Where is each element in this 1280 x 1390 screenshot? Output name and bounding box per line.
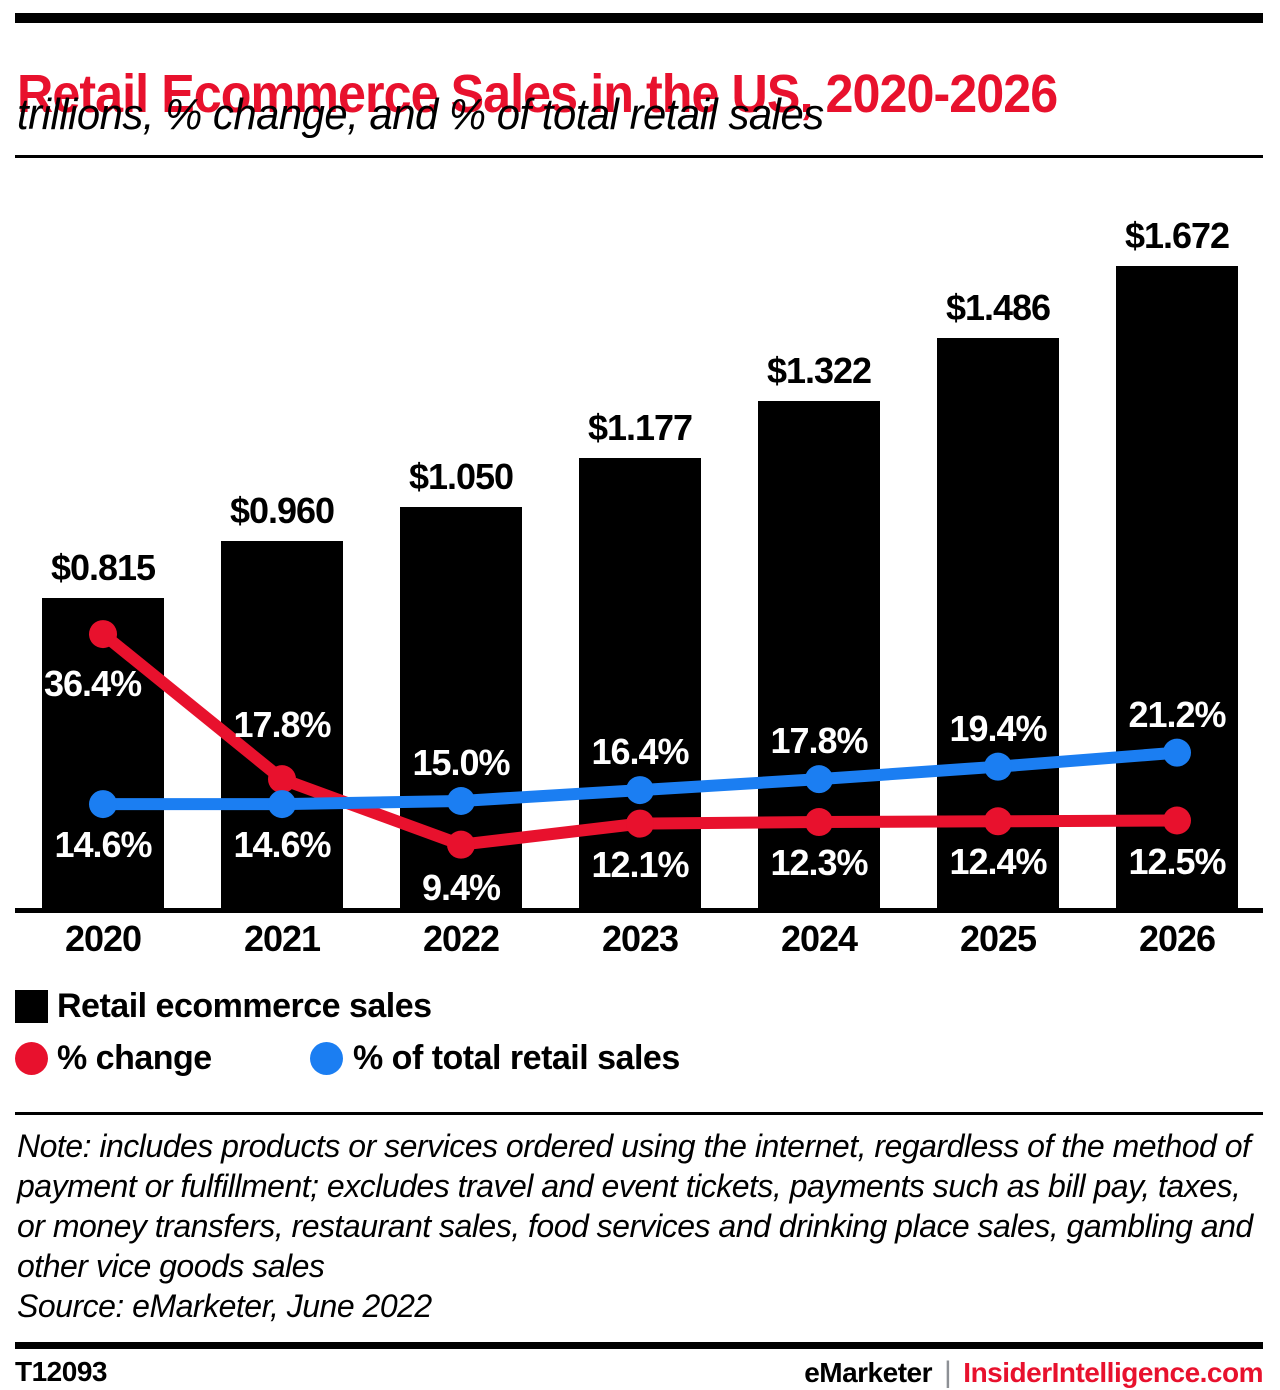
- bar-value-label: $1.486: [945, 287, 1051, 328]
- source-text: Source: eMarketer, June 2022: [17, 1288, 432, 1324]
- brand-emarketer: eMarketer: [804, 1357, 932, 1388]
- legend-label-bars: Retail ecommerce sales: [57, 987, 432, 1025]
- brand-divider: |: [944, 1356, 952, 1389]
- bar-2022: [400, 507, 522, 913]
- bar-value-label: $1.672: [1124, 215, 1230, 256]
- note-divider: [15, 1112, 1263, 1115]
- brand-footer: eMarketer | InsiderIntelligence.com: [804, 1356, 1263, 1390]
- x-axis-label-2025: 2025: [959, 918, 1037, 959]
- bar-2025: [937, 338, 1059, 913]
- line-value-label: 12.1%: [591, 843, 689, 885]
- line-value-label: 17.8%: [233, 704, 331, 746]
- x-axis-label-2024: 2024: [780, 918, 858, 959]
- line-value-label: 19.4%: [949, 707, 1047, 749]
- note-text: Note: includes products or services orde…: [17, 1128, 1253, 1284]
- line-value-label: 9.4%: [421, 866, 501, 908]
- top-accent-bar: [15, 13, 1263, 23]
- legend-label-pct-change: % change: [57, 1039, 212, 1077]
- x-axis-label-2022: 2022: [422, 918, 500, 959]
- line-value-label: 17.8%: [770, 720, 868, 762]
- bar-value-label: $1.177: [587, 407, 693, 448]
- brand-insiderintelligence: InsiderIntelligence.com: [963, 1357, 1263, 1388]
- line-value-label: 14.6%: [54, 824, 152, 866]
- line-value-label: 15.0%: [412, 742, 510, 783]
- x-axis-label-2020: 2020: [64, 918, 142, 959]
- line-value-label: 12.5%: [1128, 840, 1226, 882]
- line-value-label: 14.6%: [233, 824, 331, 866]
- note-block: Note: includes products or services orde…: [17, 1126, 1262, 1326]
- legend-label-pct-total: % of total retail sales: [353, 1039, 680, 1077]
- page-subtitle: trillions, % change, and % of total reta…: [17, 90, 824, 139]
- x-axis-label-2026: 2026: [1138, 918, 1216, 959]
- bottom-accent-bar: [15, 1342, 1263, 1349]
- legend-swatch-pct-total: [310, 1042, 343, 1075]
- page-title: Retail Ecommerce Sales in the US, 2020-2…: [17, 64, 1058, 125]
- line-value-label: 21.2%: [1128, 693, 1226, 735]
- x-axis-label-2023: 2023: [601, 918, 679, 959]
- bar-2026: [1116, 266, 1238, 913]
- legend-swatch-pct-change: [15, 1042, 48, 1075]
- bar-2024: [758, 401, 880, 913]
- title-divider: [15, 155, 1263, 158]
- legend-swatch-bars: [15, 990, 48, 1023]
- line-value-label: 12.3%: [770, 842, 868, 884]
- line-value-label: 12.4%: [949, 841, 1047, 883]
- x-axis-line: [15, 908, 1263, 913]
- line-value-label: 36.4%: [44, 663, 142, 705]
- line-value-label: 16.4%: [591, 731, 689, 773]
- bar-value-label: $0.960: [229, 490, 335, 531]
- x-axis-label-2021: 2021: [243, 918, 321, 959]
- chart-id: T12093: [15, 1356, 107, 1387]
- bar-value-label: $1.322: [766, 350, 872, 391]
- bar-2020: [42, 598, 164, 913]
- bar-value-label: $1.050: [408, 456, 514, 497]
- bar-line-chart: $0.815 2020 $0.960 2021 $1.050 2022 $1.177 2023…: [0, 180, 1280, 970]
- bar-value-label: $0.815: [50, 547, 156, 588]
